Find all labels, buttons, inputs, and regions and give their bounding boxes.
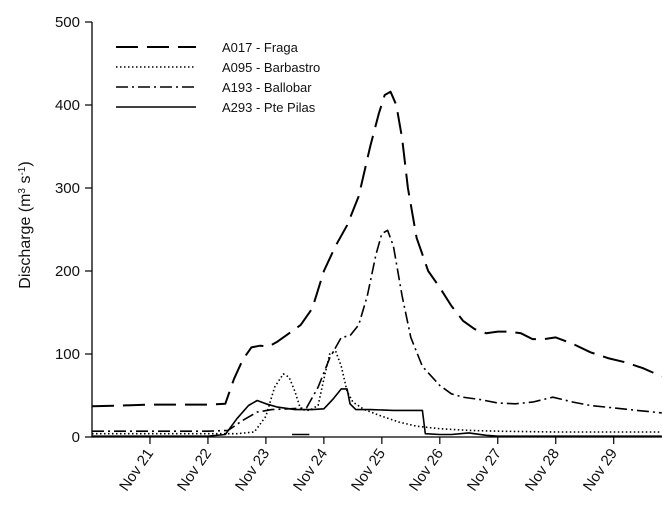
y-tick-label: 500 <box>55 14 80 31</box>
y-axis-title-main: Discharge (m <box>17 194 34 289</box>
y-axis-title-sup1: 3 <box>17 188 28 194</box>
x-tick-label: Nov 26 <box>406 446 447 495</box>
x-tick-label: Nov 24 <box>290 446 331 495</box>
x-tick-label: Nov 29 <box>580 446 621 495</box>
series-line-a293-pte-pilas <box>92 388 662 438</box>
plot-frame <box>91 22 662 438</box>
legend-label-a017-fraga: A017 - Fraga <box>222 40 299 55</box>
y-tick-label: 300 <box>55 180 80 197</box>
series-line-a095-barbastro <box>92 349 662 435</box>
y-tick-label: 100 <box>55 346 80 363</box>
legend-label-a095-barbastro: A095 - Barbastro <box>222 60 320 75</box>
series-line-a017-fraga <box>91 90 662 408</box>
x-tick-label: Nov 23 <box>232 446 273 495</box>
y-axis-title: Discharge (m3 s-1) <box>17 161 35 288</box>
y-tick-label: 0 <box>72 429 80 446</box>
x-tick-label: Nov 28 <box>522 446 563 495</box>
legend-label-a193-ballobar: A193 - Ballobar <box>222 80 312 95</box>
legend-label-a293-pte-pilas: A293 - Pte Pilas <box>222 100 316 115</box>
series-layer <box>91 90 662 438</box>
y-axis-title-mid: s <box>17 176 34 188</box>
x-tick-label: Nov 21 <box>116 446 157 495</box>
x-tick-label: Nov 27 <box>464 446 505 495</box>
y-tick-label: 400 <box>55 97 80 114</box>
legend: A017 - Fraga A095 - Barbastro A193 - Ballo… <box>116 40 320 115</box>
ticks-layer: 0 100 200 300 400 500 Nov 21 Nov 22 Nov 23 Nov 24… <box>55 14 621 494</box>
x-tick-label: Nov 22 <box>174 446 215 495</box>
x-tick-label: Nov 25 <box>348 446 389 495</box>
y-axis-title-sup2: -1 <box>17 166 28 175</box>
y-axis-title-end: ) <box>17 161 34 166</box>
series-line-a193-ballobar <box>92 229 662 433</box>
y-tick-label: 200 <box>55 263 80 280</box>
